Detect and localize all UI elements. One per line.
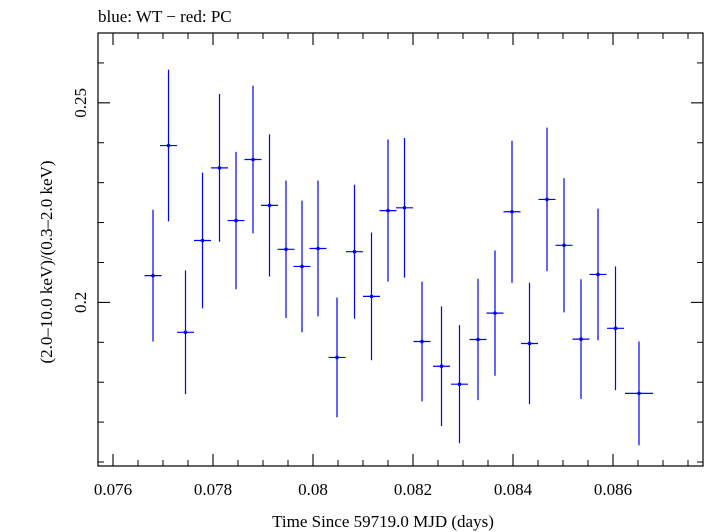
- data-marker: [183, 330, 188, 335]
- data-marker: [386, 208, 390, 213]
- data-point: [211, 94, 228, 242]
- data-point: [538, 127, 556, 272]
- plot-frame: [97, 32, 704, 467]
- y-tick-label: 0.2: [71, 292, 90, 313]
- data-marker: [352, 249, 357, 254]
- data-marker: [369, 294, 374, 299]
- x-tick-label: 0.082: [394, 480, 432, 499]
- data-point: [413, 281, 431, 402]
- data-point: [486, 250, 504, 376]
- data-marker: [457, 382, 462, 386]
- data-point: [328, 297, 346, 418]
- data-point: [309, 180, 327, 317]
- axis-ticks: [98, 33, 703, 466]
- data-point: [293, 200, 311, 333]
- data-point: [194, 172, 211, 309]
- data-point: [227, 151, 245, 290]
- data-point: [607, 266, 624, 391]
- data-point: [503, 140, 521, 283]
- x-tick-label: 0.076: [94, 480, 132, 499]
- x-tick-label: 0.078: [194, 480, 232, 499]
- data-point: [589, 208, 607, 341]
- data-marker: [596, 272, 600, 277]
- x-tick-label: 0.084: [494, 480, 533, 499]
- data-marker: [402, 205, 407, 210]
- data-marker: [316, 246, 320, 251]
- data-point: [363, 232, 380, 361]
- data-point: [555, 178, 573, 313]
- data-point: [277, 180, 295, 318]
- data-marker: [234, 218, 238, 223]
- data-marker: [151, 273, 155, 278]
- data-marker: [251, 157, 255, 162]
- data-marker: [637, 391, 641, 396]
- axis-tick-labels: 0.076 0.078 0.08 0.082 0.084 0.086 0.2 0.25: [71, 88, 632, 499]
- data-point: [572, 279, 590, 399]
- data-point: [433, 306, 450, 427]
- data-marker: [439, 364, 444, 369]
- data-marker: [267, 203, 272, 208]
- x-axis-label: Time Since 59719.0 MJD (days): [272, 512, 494, 531]
- data-marker: [420, 339, 424, 344]
- data-point: [451, 325, 468, 444]
- data-marker: [284, 247, 288, 252]
- x-tick-label: 0.08: [298, 480, 328, 499]
- data-point: [346, 184, 363, 319]
- data-marker: [510, 209, 514, 214]
- data-marker: [217, 166, 222, 170]
- data-marker: [300, 264, 304, 269]
- y-tick-label: 0.25: [71, 88, 90, 118]
- data-point: [469, 278, 487, 401]
- data-marker: [579, 337, 583, 341]
- data-marker: [562, 243, 566, 248]
- data-point: [261, 134, 278, 277]
- data-point: [521, 282, 538, 405]
- x-tick-label: 0.086: [594, 480, 632, 499]
- data-point: [177, 270, 194, 395]
- data-marker: [527, 341, 532, 346]
- data-marker: [613, 326, 618, 331]
- data-marker: [166, 143, 171, 148]
- data-point: [244, 85, 262, 234]
- data-point: [396, 137, 413, 278]
- data-marker: [200, 238, 205, 243]
- data-marker: [545, 197, 549, 202]
- data-marker: [335, 355, 339, 360]
- data-marker: [476, 337, 480, 342]
- chart-title: blue: WT − red: PC: [98, 7, 232, 26]
- data-marker: [493, 311, 497, 315]
- y-axis-label: (2.0–10.0 keV)/(0.3–2.0 keV): [37, 160, 56, 363]
- data-point: [625, 341, 653, 446]
- data-point: [144, 209, 162, 342]
- data-points: [144, 69, 653, 446]
- data-point: [379, 139, 397, 282]
- data-point: [160, 69, 177, 222]
